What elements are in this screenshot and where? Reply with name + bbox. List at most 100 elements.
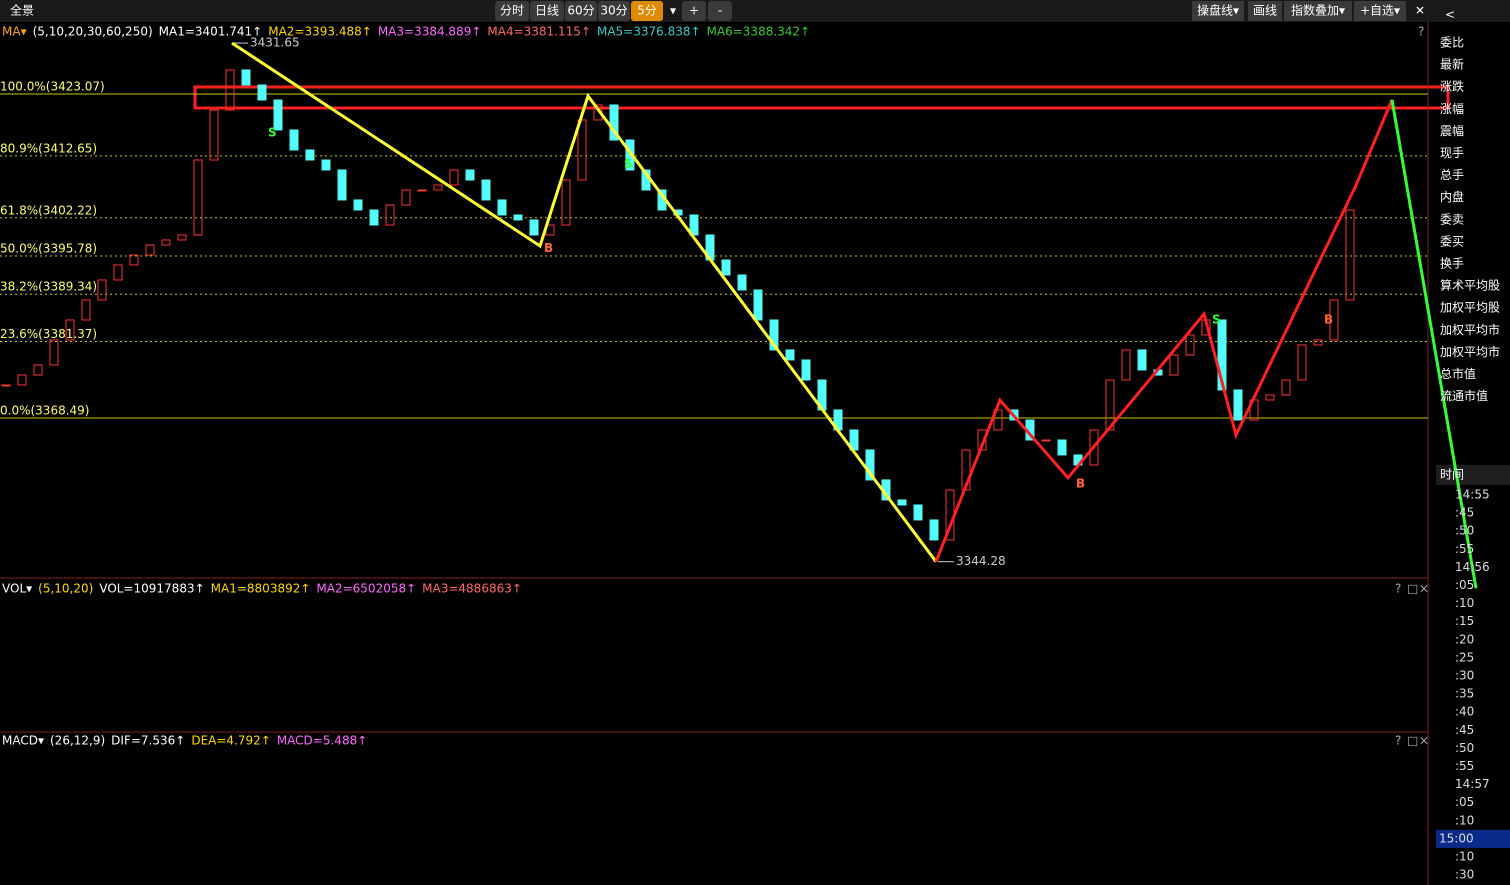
candle [305, 149, 315, 161]
close-button[interactable]: ✕ [1415, 4, 1425, 18]
candle [145, 244, 155, 256]
tick-highlight [1436, 829, 1510, 848]
tick-time: :55 [1455, 542, 1474, 556]
legend-item: VOL▾ [2, 582, 32, 596]
low-label: 3344.28 [956, 554, 1006, 568]
menu-label[interactable]: 指数叠加▾ [1291, 3, 1345, 18]
fib-label: 50.0%(3395.78) [0, 241, 97, 255]
candle [241, 69, 251, 86]
legend-item: MA1=8803892↑ [211, 582, 311, 596]
fib-label: 61.8%(3402.22) [0, 203, 97, 217]
candle [929, 519, 939, 541]
title: 全景 [10, 3, 34, 18]
candle [1089, 429, 1099, 466]
menu-button[interactable] [1248, 1, 1282, 21]
panel-control[interactable]: ? [1395, 734, 1401, 748]
candle [913, 504, 923, 521]
period-button[interactable] [565, 1, 597, 21]
menu-button[interactable] [1284, 1, 1352, 21]
candle [65, 319, 75, 341]
menu-button[interactable] [1192, 1, 1244, 21]
candle [1121, 349, 1131, 381]
candle [1345, 209, 1355, 301]
tick-time: 14:56 [1455, 560, 1490, 574]
candle [1, 384, 11, 387]
panel-control[interactable]: × [1419, 734, 1429, 748]
zoom-button[interactable] [682, 1, 706, 21]
candle [769, 319, 779, 351]
signal-marker: B [1324, 312, 1333, 326]
candle [577, 119, 587, 181]
legend-item: MA1=3401.741↑ [159, 25, 263, 39]
zoom-label[interactable]: - [718, 4, 722, 18]
quote-field: 最新 [1440, 57, 1464, 72]
candle [449, 169, 459, 186]
quote-field: 算术平均股 [1440, 278, 1500, 293]
panel-control[interactable]: □ [1407, 734, 1418, 748]
period-button[interactable] [495, 1, 529, 21]
dropdown[interactable]: ▾ [670, 4, 676, 18]
tick-time: :50 [1455, 524, 1474, 538]
candle [1297, 344, 1307, 381]
tick-time: :15 [1455, 614, 1474, 628]
signal-marker: B [544, 241, 553, 255]
candle [225, 69, 235, 111]
candle [529, 219, 539, 236]
quote-field: 总市值 [1440, 366, 1476, 381]
legend-item: MA4=3381.115↑ [487, 25, 591, 39]
period-button[interactable] [530, 1, 564, 21]
tick-time: :05 [1455, 795, 1474, 809]
candle [737, 274, 747, 291]
quote-field: 总手 [1440, 168, 1464, 182]
candle [1217, 319, 1227, 391]
tick-time: :25 [1455, 650, 1474, 664]
legend-item: DEA=4.792↑ [191, 734, 271, 748]
candle [97, 279, 107, 301]
quote-field: 委买 [1440, 234, 1464, 248]
tick-time: 14:57 [1455, 777, 1490, 791]
quote-field: 涨幅 [1440, 101, 1464, 116]
period-button[interactable] [598, 1, 630, 21]
panel-control[interactable]: × [1419, 582, 1429, 596]
candle [785, 349, 795, 361]
tick-time: 15:00 [1439, 831, 1474, 845]
menu-button[interactable] [1354, 1, 1406, 21]
menu-label[interactable]: +自选▾ [1360, 4, 1400, 18]
tick-time: :20 [1455, 632, 1474, 646]
candle [1057, 439, 1067, 456]
zoom-label[interactable]: + [689, 4, 699, 18]
quote-field: 加权平均市 [1440, 322, 1500, 337]
zoom-button[interactable] [708, 1, 732, 21]
legend-item: (5,10,20,30,60,250) [33, 25, 153, 39]
fib-label: 80.9%(3412.65) [0, 141, 97, 155]
panel-control[interactable]: □ [1407, 582, 1418, 596]
period-label[interactable]: 日线 [535, 4, 559, 18]
signal-marker: S [268, 125, 277, 139]
quote-field: 委比 [1440, 36, 1464, 50]
tick-time: :30 [1455, 669, 1474, 683]
candle [433, 184, 443, 191]
legend-item: MA2=3393.488↑ [268, 25, 372, 39]
panel-control[interactable]: ? [1418, 25, 1424, 39]
menu-label[interactable]: 操盘线▾ [1197, 3, 1239, 18]
collapse-button[interactable]: < [1445, 8, 1455, 22]
legend-item: MA▾ [2, 25, 27, 39]
panel-control[interactable]: ? [1395, 582, 1401, 596]
menu-label[interactable]: 画线 [1253, 4, 1277, 18]
high-label: 3431.65 [250, 36, 300, 50]
tick-time: :45 [1455, 723, 1474, 737]
candle [465, 169, 475, 181]
period-label[interactable]: 60分 [567, 4, 594, 18]
quote-field: 涨跌 [1440, 79, 1464, 94]
period-label[interactable]: 分时 [500, 4, 524, 18]
candle [401, 189, 411, 206]
period-button[interactable] [631, 1, 663, 21]
period-label[interactable]: 5分 [637, 4, 657, 18]
zigzag [231, 41, 938, 563]
candle [417, 189, 427, 192]
legend-item: MA5=3376.838↑ [597, 25, 701, 39]
toolbar [0, 0, 1510, 22]
candle [1185, 334, 1195, 356]
period-label[interactable]: 30分 [600, 4, 627, 18]
legend-item: (5,10,20) [38, 582, 93, 596]
